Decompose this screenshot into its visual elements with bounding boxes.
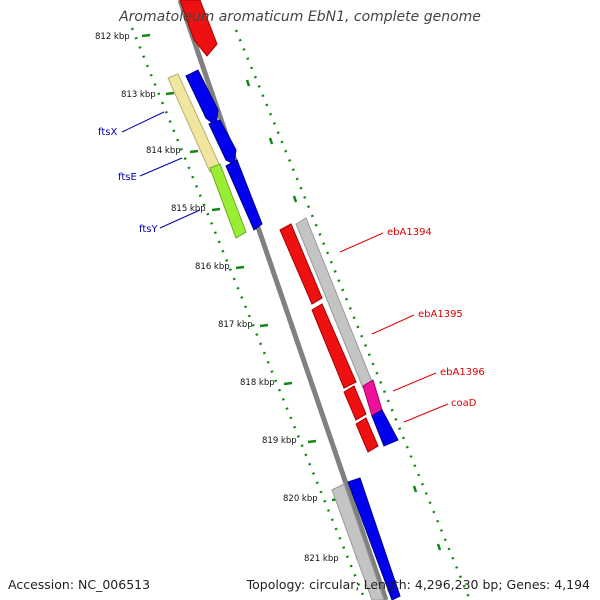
map-title: Aromatoleum aromaticum EbN1, complete ge…: [119, 9, 481, 25]
gene-label-ebA1396[interactable]: ebA1396: [440, 367, 485, 378]
tick-label: 817 kbp: [218, 320, 253, 330]
tick-label: 820 kbp: [283, 494, 318, 504]
gene-bar-gray-bottom[interactable]: [331, 483, 385, 600]
tick-label: 816 kbp: [195, 262, 230, 272]
gene-arrow-ebA1395[interactable]: [311, 303, 357, 389]
genome-backbone: [177, 0, 389, 600]
gene-label-ftsX[interactable]: ftsX: [98, 127, 117, 138]
gene-bar-magenta[interactable]: [362, 379, 383, 417]
gene-arrow-top-red[interactable]: [179, 0, 218, 57]
tick-label: 813 kbp: [121, 90, 156, 100]
gene-label-ebA1394[interactable]: ebA1394: [387, 227, 432, 238]
gene-arrow-ftsE[interactable]: [208, 119, 237, 165]
accession-label: Accession: NC_006513: [8, 577, 151, 592]
gene-bar-green[interactable]: [209, 163, 247, 239]
scale-track-inner: [130, 27, 367, 600]
gene-arrow-red-small[interactable]: [355, 417, 379, 453]
gene-label-ftsY[interactable]: ftsY: [139, 224, 158, 235]
gene-label-ebA1395[interactable]: ebA1395: [418, 309, 463, 320]
tick-label: 821 kbp: [304, 554, 339, 564]
leader-line-ebA1396: [392, 372, 437, 392]
leader-line-ebA1394: [339, 232, 384, 253]
gene-arrow-ftsY[interactable]: [225, 159, 263, 231]
leader-line-ebA1395: [371, 314, 415, 335]
leader-line-coaD: [403, 403, 449, 423]
genome-summary: Topology: circular; Length: 4,296,230 bp…: [246, 577, 590, 592]
tick-label: 814 kbp: [146, 146, 181, 156]
tick-label: 812 kbp: [95, 32, 130, 42]
gene-arrow-ebA1396[interactable]: [343, 385, 367, 421]
gene-label-coaD[interactable]: coaD: [451, 398, 477, 409]
leader-line-ftsY: [159, 209, 201, 229]
leader-line-ftsE: [139, 157, 183, 177]
tick-label: 815 kbp: [171, 204, 206, 214]
tick-label: 819 kbp: [262, 436, 297, 446]
tick-label: 818 kbp: [240, 378, 275, 388]
gene-label-ftsE[interactable]: ftsE: [118, 172, 137, 183]
gene-arrow-blue-bottom[interactable]: [347, 477, 401, 600]
leader-line-ftsX: [121, 111, 165, 133]
gene-arrow-ebA1394[interactable]: [279, 223, 323, 305]
gene-arrow-coaD[interactable]: [371, 409, 399, 447]
gene-arrow-ftsX[interactable]: [185, 69, 219, 127]
